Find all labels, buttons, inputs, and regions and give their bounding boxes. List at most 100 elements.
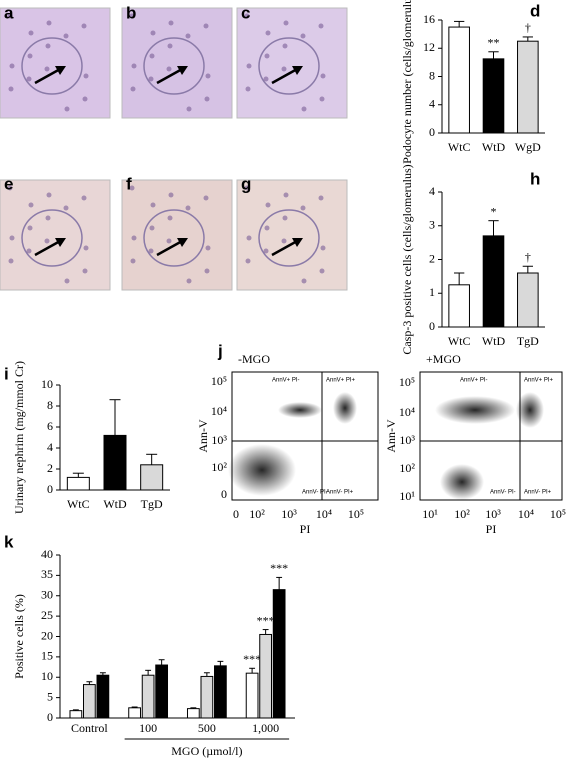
quadrant-label: AnnV- PI-	[490, 490, 516, 496]
x-axis-label: PI	[300, 522, 311, 536]
nucleus	[150, 30, 156, 36]
nucleus	[26, 248, 32, 254]
y-tick-label: 25	[41, 608, 53, 622]
bar	[69, 710, 83, 719]
panel-label: h	[530, 169, 540, 188]
y-tick-label: 10⁵	[211, 374, 227, 388]
bar	[517, 272, 539, 328]
panel-label: a	[4, 3, 14, 22]
x-tick-label: 10⁵	[550, 507, 566, 521]
nucleus	[318, 195, 324, 201]
nucleus	[45, 215, 51, 221]
y-tick-label: 10⁵	[399, 375, 415, 389]
nucleus	[186, 278, 192, 284]
arrow-head	[55, 66, 66, 75]
quadrant-label: AnnV+ PI-	[272, 378, 300, 384]
significance: **	[488, 36, 500, 50]
y-tick-label: 10³	[211, 433, 227, 447]
nucleus	[204, 268, 210, 274]
nucleus	[8, 86, 14, 92]
nucleus	[149, 53, 155, 59]
nucleus	[283, 20, 289, 26]
panel-label: j	[217, 341, 223, 360]
quadrant-label: AnnV- PI+	[524, 490, 552, 496]
significance: ***	[257, 613, 275, 627]
nucleus	[205, 73, 211, 79]
quadrant-label: AnnV- PI+	[326, 490, 354, 496]
x-tick-label: Control	[71, 721, 108, 735]
nucleus	[27, 225, 33, 231]
nucleus	[81, 195, 87, 201]
x-tick-label: 10³	[281, 507, 297, 521]
x-tick-label: WgD	[515, 140, 541, 154]
panel-label: g	[241, 174, 251, 193]
nucleus	[129, 13, 135, 19]
bar	[83, 684, 96, 719]
micrograph	[236, 179, 348, 291]
micrograph	[236, 7, 348, 119]
nucleus	[28, 30, 34, 36]
nucleus	[82, 268, 88, 274]
x-axis-label: PI	[486, 522, 497, 536]
x-tick-label: TgD	[517, 334, 539, 348]
y-tick-label: 10¹	[399, 489, 415, 503]
nucleus	[319, 96, 325, 102]
y-tick-label: 4	[429, 184, 435, 198]
nucleus	[301, 106, 307, 112]
y-tick-label: 16	[423, 12, 435, 26]
glomerulus	[21, 209, 83, 267]
event-cloud	[516, 392, 544, 428]
nucleus	[203, 195, 209, 201]
nucleus	[320, 73, 326, 79]
y-tick-label: 0	[47, 710, 53, 724]
nucleus	[185, 33, 191, 39]
y-tick-label: 0	[429, 125, 435, 139]
nucleus	[203, 23, 209, 29]
y-tick-label: 30	[41, 588, 53, 602]
significance: ***	[270, 561, 288, 575]
nucleus	[300, 33, 306, 39]
event-cloud	[440, 464, 484, 500]
nucleus	[26, 76, 32, 82]
bar	[200, 675, 214, 719]
arrow-head	[177, 238, 188, 247]
event-cloud	[333, 392, 357, 424]
nucleus	[83, 73, 89, 79]
nucleus	[83, 245, 89, 251]
y-axis-label: Ann-V	[384, 419, 398, 453]
y-tick-label: 4	[47, 440, 53, 454]
bar	[272, 589, 286, 719]
panel-label: k	[4, 532, 14, 551]
nucleus	[130, 86, 136, 92]
nucleus	[45, 43, 51, 49]
y-tick-label: 0	[221, 487, 227, 501]
y-tick-label: 2	[429, 251, 435, 265]
nucleus	[319, 268, 325, 274]
x-tick-label: WtC	[448, 334, 471, 348]
arrow-head	[55, 238, 66, 247]
x-tick-label: WtD	[103, 497, 127, 511]
nucleus	[44, 66, 50, 72]
x-tick-label: 10²	[249, 507, 265, 521]
nucleus	[281, 238, 287, 244]
nucleus	[282, 215, 288, 221]
x-tick-label: WtD	[482, 334, 506, 348]
nucleus	[9, 63, 15, 69]
nucleus	[300, 205, 306, 211]
y-tick-label: 10⁴	[399, 405, 415, 419]
y-tick-label: 2	[47, 461, 53, 475]
bar	[155, 664, 169, 719]
nucleus	[265, 30, 271, 36]
quadrant-label: AnnV- PI-	[302, 490, 328, 496]
bar	[482, 58, 505, 134]
nucleus	[168, 20, 174, 26]
x-tick-label: WtD	[482, 140, 506, 154]
y-tick-label: 6	[47, 419, 53, 433]
x-tick-label: WtC	[67, 497, 90, 511]
y-tick-label: 5	[47, 689, 53, 703]
x-tick-label: 10⁴	[518, 507, 534, 521]
nucleus	[301, 278, 307, 284]
event-cloud	[278, 402, 322, 418]
significance: †	[525, 250, 531, 264]
